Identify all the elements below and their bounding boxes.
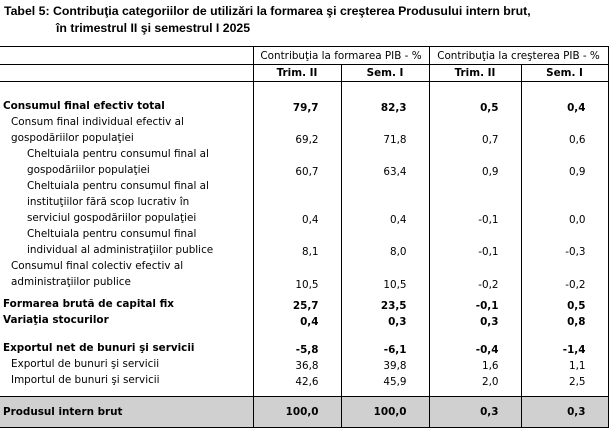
table-cell: 1,1 — [521, 356, 609, 372]
row-label: individual al administraţiilor publice — [27, 244, 214, 256]
table-cell: 10,5 — [341, 258, 430, 291]
table-cell: 100,0 — [252, 396, 342, 428]
table-cell: 8,0 — [341, 226, 430, 258]
table-row: Cheltuiala pentru consumul final individu… — [0, 226, 609, 258]
header-trim2-formation: Trim. II — [252, 64, 342, 82]
header-row-groups: Contribuţia la formarea PIB - % Contribu… — [0, 46, 609, 65]
table-row: Exportul net de bunuri şi servicii -5,8 … — [0, 328, 609, 356]
table-cell: 0,9 — [521, 146, 609, 178]
row-label: gospodăriilor populaţiei — [11, 132, 134, 144]
table-cell: -0,1 — [429, 226, 522, 258]
table-cell: 0,4 — [252, 178, 342, 226]
row-label: Variaţia stocurilor — [3, 314, 109, 326]
table-cell: 36,8 — [252, 356, 342, 372]
header-sem1-growth: Sem. I — [521, 64, 609, 82]
header-sem1-formation: Sem. I — [341, 64, 430, 82]
header-group-growth: Contribuţia la creşterea PIB - % — [429, 46, 609, 65]
table-cell: 2,5 — [521, 372, 609, 388]
row-label: Importul de bunuri şi servicii — [11, 374, 160, 386]
total-row: Produsul intern brut 100,0 100,0 0,3 0,3 — [0, 396, 609, 428]
table-cell: -6,1 — [341, 328, 430, 356]
table-cell: 0,6 — [521, 114, 609, 146]
row-label: gospodăriilor populaţiei — [27, 164, 150, 176]
table-cell: 0,4 — [521, 98, 609, 114]
table-row: Exportul de bunuri şi servicii 36,8 39,8… — [0, 356, 609, 372]
row-label: instituţiilor fără scop lucrativ în — [27, 196, 190, 208]
row-label: Cheltuiala pentru consumul final al — [27, 180, 209, 192]
table-cell: 0,3 — [429, 312, 522, 328]
table-cell: -0,2 — [521, 258, 609, 291]
table-cell: -1,4 — [521, 328, 609, 356]
table-cell: 0,3 — [341, 312, 430, 328]
table-cell: 82,3 — [341, 98, 430, 114]
table-row: Cheltuiala pentru consumul final al insti… — [0, 178, 609, 226]
data-table: Contribuţia la formarea PIB - % Contribu… — [0, 46, 609, 428]
table-cell: 69,2 — [252, 114, 342, 146]
row-label: serviciul gospodăriilor populaţiei — [27, 212, 197, 224]
table-row: Variaţia stocurilor 0,4 0,3 0,3 0,8 — [0, 312, 609, 328]
table-row: Importul de bunuri şi servicii 42,6 45,9… — [0, 372, 609, 388]
table-title-line2: în trimestrul II şi semestrul I 2025 — [56, 21, 251, 35]
table-cell: 79,7 — [252, 98, 342, 114]
table-cell: 63,4 — [341, 146, 430, 178]
row-label: Cheltuiala pentru consumul final — [27, 228, 197, 240]
table-cell: 10,5 — [252, 258, 342, 291]
table-cell: 0,9 — [429, 146, 522, 178]
table-cell: -0,3 — [521, 226, 609, 258]
table-cell: 23,5 — [341, 291, 430, 312]
table-title-line1: Tabel 5: Contribuţia categoriilor de uti… — [4, 4, 531, 18]
table-cell: 0,3 — [521, 396, 609, 428]
table-row: Cheltuiala pentru consumul final al gospo… — [0, 146, 609, 178]
table-cell: -5,8 — [252, 328, 342, 356]
spacer-row — [0, 81, 609, 98]
table-cell: -0,2 — [429, 258, 522, 291]
row-label: Exportul net de bunuri şi servicii — [3, 342, 195, 354]
table-cell: 0,7 — [429, 114, 522, 146]
table-title: Tabel 5: Contribuţia categoriilor de uti… — [4, 3, 604, 37]
table-row: Consumul final colectiv efectiv al admini… — [0, 258, 609, 291]
row-label: administraţiilor publice — [11, 276, 131, 288]
table-cell: 39,8 — [341, 356, 430, 372]
table-cell: 0,4 — [252, 312, 342, 328]
table-cell: 0,0 — [521, 178, 609, 226]
table-cell: 0,5 — [429, 98, 522, 114]
table-cell: 8,1 — [252, 226, 342, 258]
table-cell: -0,4 — [429, 328, 522, 356]
table-row: Consumul final efectiv total 79,7 82,3 0… — [0, 98, 609, 114]
row-label: Consumul final colectiv efectiv al — [11, 260, 184, 272]
header-empty — [0, 46, 253, 65]
table-cell: 1,6 — [429, 356, 522, 372]
row-label: Consum final individual efectiv al — [11, 116, 184, 128]
table-cell: 45,9 — [341, 372, 430, 388]
table-cell: 71,8 — [341, 114, 430, 146]
table-cell: 0,3 — [429, 396, 522, 428]
row-label: Produsul intern brut — [3, 406, 123, 418]
table-cell: 25,7 — [252, 291, 342, 312]
row-label: Exportul de bunuri şi servicii — [11, 358, 160, 370]
table-cell: 60,7 — [252, 146, 342, 178]
table-cell: -0,1 — [429, 178, 522, 226]
header-trim2-growth: Trim. II — [429, 64, 522, 82]
table-row: Consum final individual efectiv al gospod… — [0, 114, 609, 146]
row-label: Formarea brută de capital fix — [3, 298, 174, 310]
table-cell: 0,4 — [341, 178, 430, 226]
table-cell: 0,8 — [521, 312, 609, 328]
table-row: Formarea brută de capital fix 25,7 23,5 … — [0, 291, 609, 312]
header-group-formation: Contribuţia la formarea PIB - % — [252, 46, 430, 65]
table-cell: 100,0 — [341, 396, 430, 428]
header-empty — [0, 64, 253, 82]
header-row-periods: Trim. II Sem. I Trim. II Sem. I — [0, 64, 609, 82]
table-cell: 2,0 — [429, 372, 522, 388]
table-cell: 0,5 — [521, 291, 609, 312]
table-cell: -0,1 — [429, 291, 522, 312]
table-cell: 42,6 — [252, 372, 342, 388]
row-label: Consumul final efectiv total — [3, 100, 165, 112]
spacer-row — [0, 388, 609, 397]
row-label: Cheltuiala pentru consumul final al — [27, 148, 209, 160]
